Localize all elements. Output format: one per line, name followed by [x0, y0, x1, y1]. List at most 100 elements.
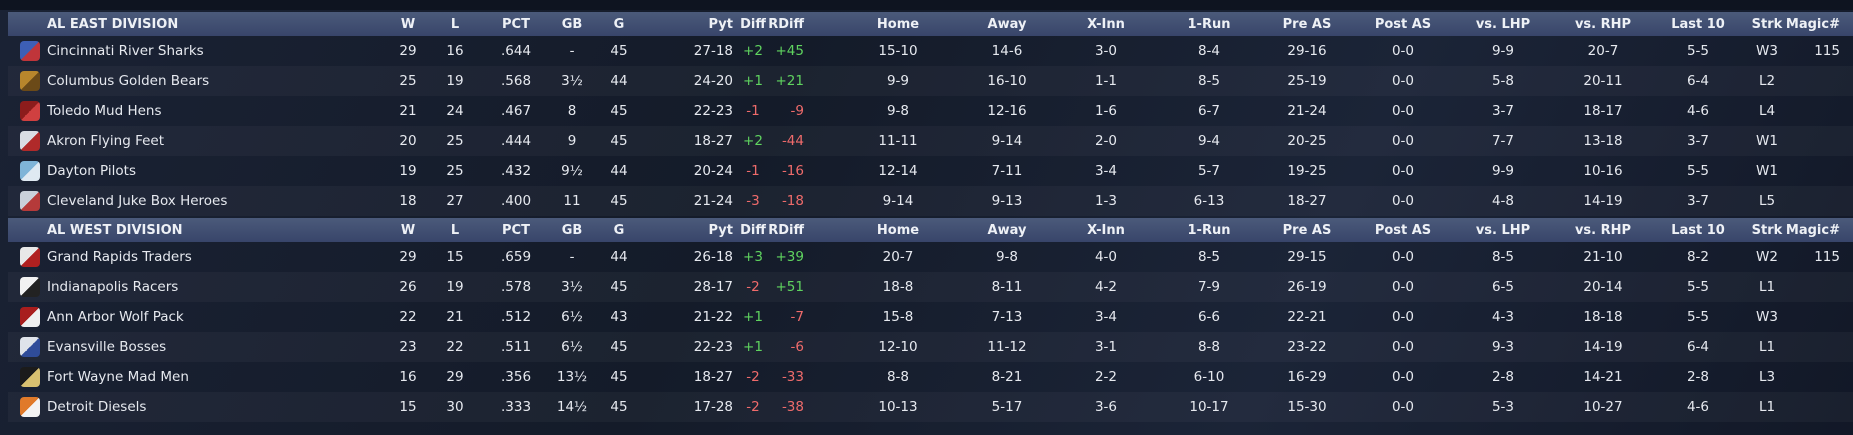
team-name[interactable]: Dayton Pilots — [47, 163, 136, 179]
stat-cell: 13-18 — [1583, 133, 1623, 149]
stat-cell: 8 — [567, 103, 577, 119]
stat-cell: 1-1 — [1094, 73, 1118, 89]
stat-cell: 0-0 — [1391, 339, 1415, 355]
stat-cell: 9-4 — [1197, 133, 1221, 149]
stat-cell: 2-8 — [1491, 369, 1515, 385]
team-name[interactable]: Columbus Golden Bears — [47, 73, 210, 89]
stat-cell: -6 — [790, 339, 804, 355]
column-header: Pre AS — [1282, 222, 1332, 238]
stat-cell: W2 — [1756, 249, 1778, 265]
stat-cell: 3-4 — [1094, 163, 1118, 179]
stat-cell: -44 — [781, 133, 804, 149]
stat-cell: 20-24 — [693, 163, 733, 179]
stat-cell: .356 — [500, 369, 532, 385]
stat-cell: 115 — [1814, 43, 1840, 59]
team-name[interactable]: Grand Rapids Traders — [47, 249, 192, 265]
stat-cell: 21-24 — [693, 193, 733, 209]
stat-cell: 3½ — [561, 73, 583, 89]
stat-cell: 15-30 — [1287, 399, 1327, 415]
stat-cell: 19 — [446, 73, 464, 89]
stat-cell: 9-9 — [1491, 43, 1515, 59]
team-logo — [20, 71, 40, 91]
stat-cell: 21-24 — [1287, 103, 1327, 119]
stat-cell: .400 — [500, 193, 532, 209]
stat-cell: 8-21 — [991, 369, 1023, 385]
stat-cell: 18 — [399, 193, 417, 209]
team-logo — [20, 41, 40, 61]
stat-cell: 14-19 — [1583, 339, 1623, 355]
stat-cell: 3-4 — [1094, 309, 1118, 325]
team-row: Cincinnati River Sharks 29 16 .644 - 45 27-18 +… — [8, 36, 1853, 66]
team-name[interactable]: Fort Wayne Mad Men — [47, 369, 189, 385]
team-logo — [20, 277, 40, 297]
division-header: AL EAST DIVISION W L PCT GB G Pyt Diff RDiff Home… — [8, 12, 1853, 36]
column-header: RDiff — [768, 16, 804, 32]
column-header: Magic# — [1785, 222, 1840, 238]
column-header: vs. RHP — [1574, 222, 1632, 238]
stat-cell: 8-8 — [886, 369, 910, 385]
team-logo — [20, 307, 40, 327]
column-header: Pre AS — [1282, 16, 1332, 32]
stat-cell: .333 — [500, 399, 532, 415]
team-name[interactable]: Ann Arbor Wolf Pack — [47, 309, 184, 325]
stat-cell: 1-6 — [1094, 103, 1118, 119]
column-header: Post AS — [1374, 16, 1432, 32]
stat-cell: 9-8 — [995, 249, 1019, 265]
stat-cell: 19 — [446, 279, 464, 295]
stat-cell: 29-16 — [1287, 43, 1327, 59]
stat-cell: -16 — [781, 163, 804, 179]
stat-cell: 20-7 — [1587, 43, 1619, 59]
stat-cell: 9-9 — [886, 73, 910, 89]
stat-cell: W3 — [1756, 309, 1778, 325]
team-logo — [20, 131, 40, 151]
team-name[interactable]: Cleveland Juke Box Heroes — [47, 193, 228, 209]
stat-cell: -1 — [746, 103, 760, 119]
stat-cell: 4-6 — [1686, 103, 1710, 119]
stat-cell: .512 — [500, 309, 532, 325]
stat-cell: - — [569, 249, 575, 265]
stat-cell: 14½ — [556, 399, 588, 415]
stat-cell: L4 — [1758, 103, 1776, 119]
stat-cell: -38 — [781, 399, 804, 415]
stat-cell: 9-14 — [882, 193, 914, 209]
stat-cell: 8-5 — [1197, 73, 1221, 89]
team-name[interactable]: Akron Flying Feet — [47, 133, 165, 149]
stat-cell: 44 — [610, 73, 628, 89]
stat-cell: 6½ — [561, 309, 583, 325]
stat-cell: 20-14 — [1583, 279, 1623, 295]
stat-cell: 12-16 — [987, 103, 1027, 119]
stat-cell: 10-27 — [1583, 399, 1623, 415]
column-header: GB — [561, 16, 583, 32]
stat-cell: 26-18 — [693, 249, 733, 265]
column-header: AL WEST DIVISION — [47, 222, 183, 238]
stat-cell: 22-23 — [693, 339, 733, 355]
stat-cell: 14-21 — [1583, 369, 1623, 385]
stat-cell: 25-19 — [1287, 73, 1327, 89]
stat-cell: 26 — [399, 279, 417, 295]
stat-cell: +1 — [743, 73, 763, 89]
stat-cell: 21-22 — [693, 309, 733, 325]
team-name[interactable]: Toledo Mud Hens — [47, 103, 162, 119]
stat-cell: 6-13 — [1193, 193, 1225, 209]
stat-cell: 0-0 — [1391, 193, 1415, 209]
stat-cell: 21 — [399, 103, 417, 119]
stat-cell: 22-21 — [1287, 309, 1327, 325]
column-header: Magic# — [1785, 16, 1840, 32]
team-name[interactable]: Cincinnati River Sharks — [47, 43, 204, 59]
team-logo — [20, 397, 40, 417]
team-logo — [20, 247, 40, 267]
stat-cell: 9-9 — [1491, 163, 1515, 179]
stat-cell: W1 — [1756, 163, 1778, 179]
team-name[interactable]: Indianapolis Racers — [47, 279, 179, 295]
stat-cell: L1 — [1758, 399, 1776, 415]
team-name[interactable]: Detroit Diesels — [47, 399, 147, 415]
stat-cell: 0-0 — [1391, 163, 1415, 179]
stat-cell: 5-5 — [1686, 279, 1710, 295]
team-row: Evansville Bosses 23 22 .511 6½ 45 22-23 +1 -6 12… — [8, 332, 1853, 362]
team-row: Indianapolis Racers 26 19 .578 3½ 45 28-17 -2 +5… — [8, 272, 1853, 302]
team-logo — [20, 191, 40, 211]
stat-cell: 45 — [610, 193, 628, 209]
column-header: Diff — [740, 16, 766, 32]
team-name[interactable]: Evansville Bosses — [47, 339, 167, 355]
stat-cell: 0-0 — [1391, 399, 1415, 415]
